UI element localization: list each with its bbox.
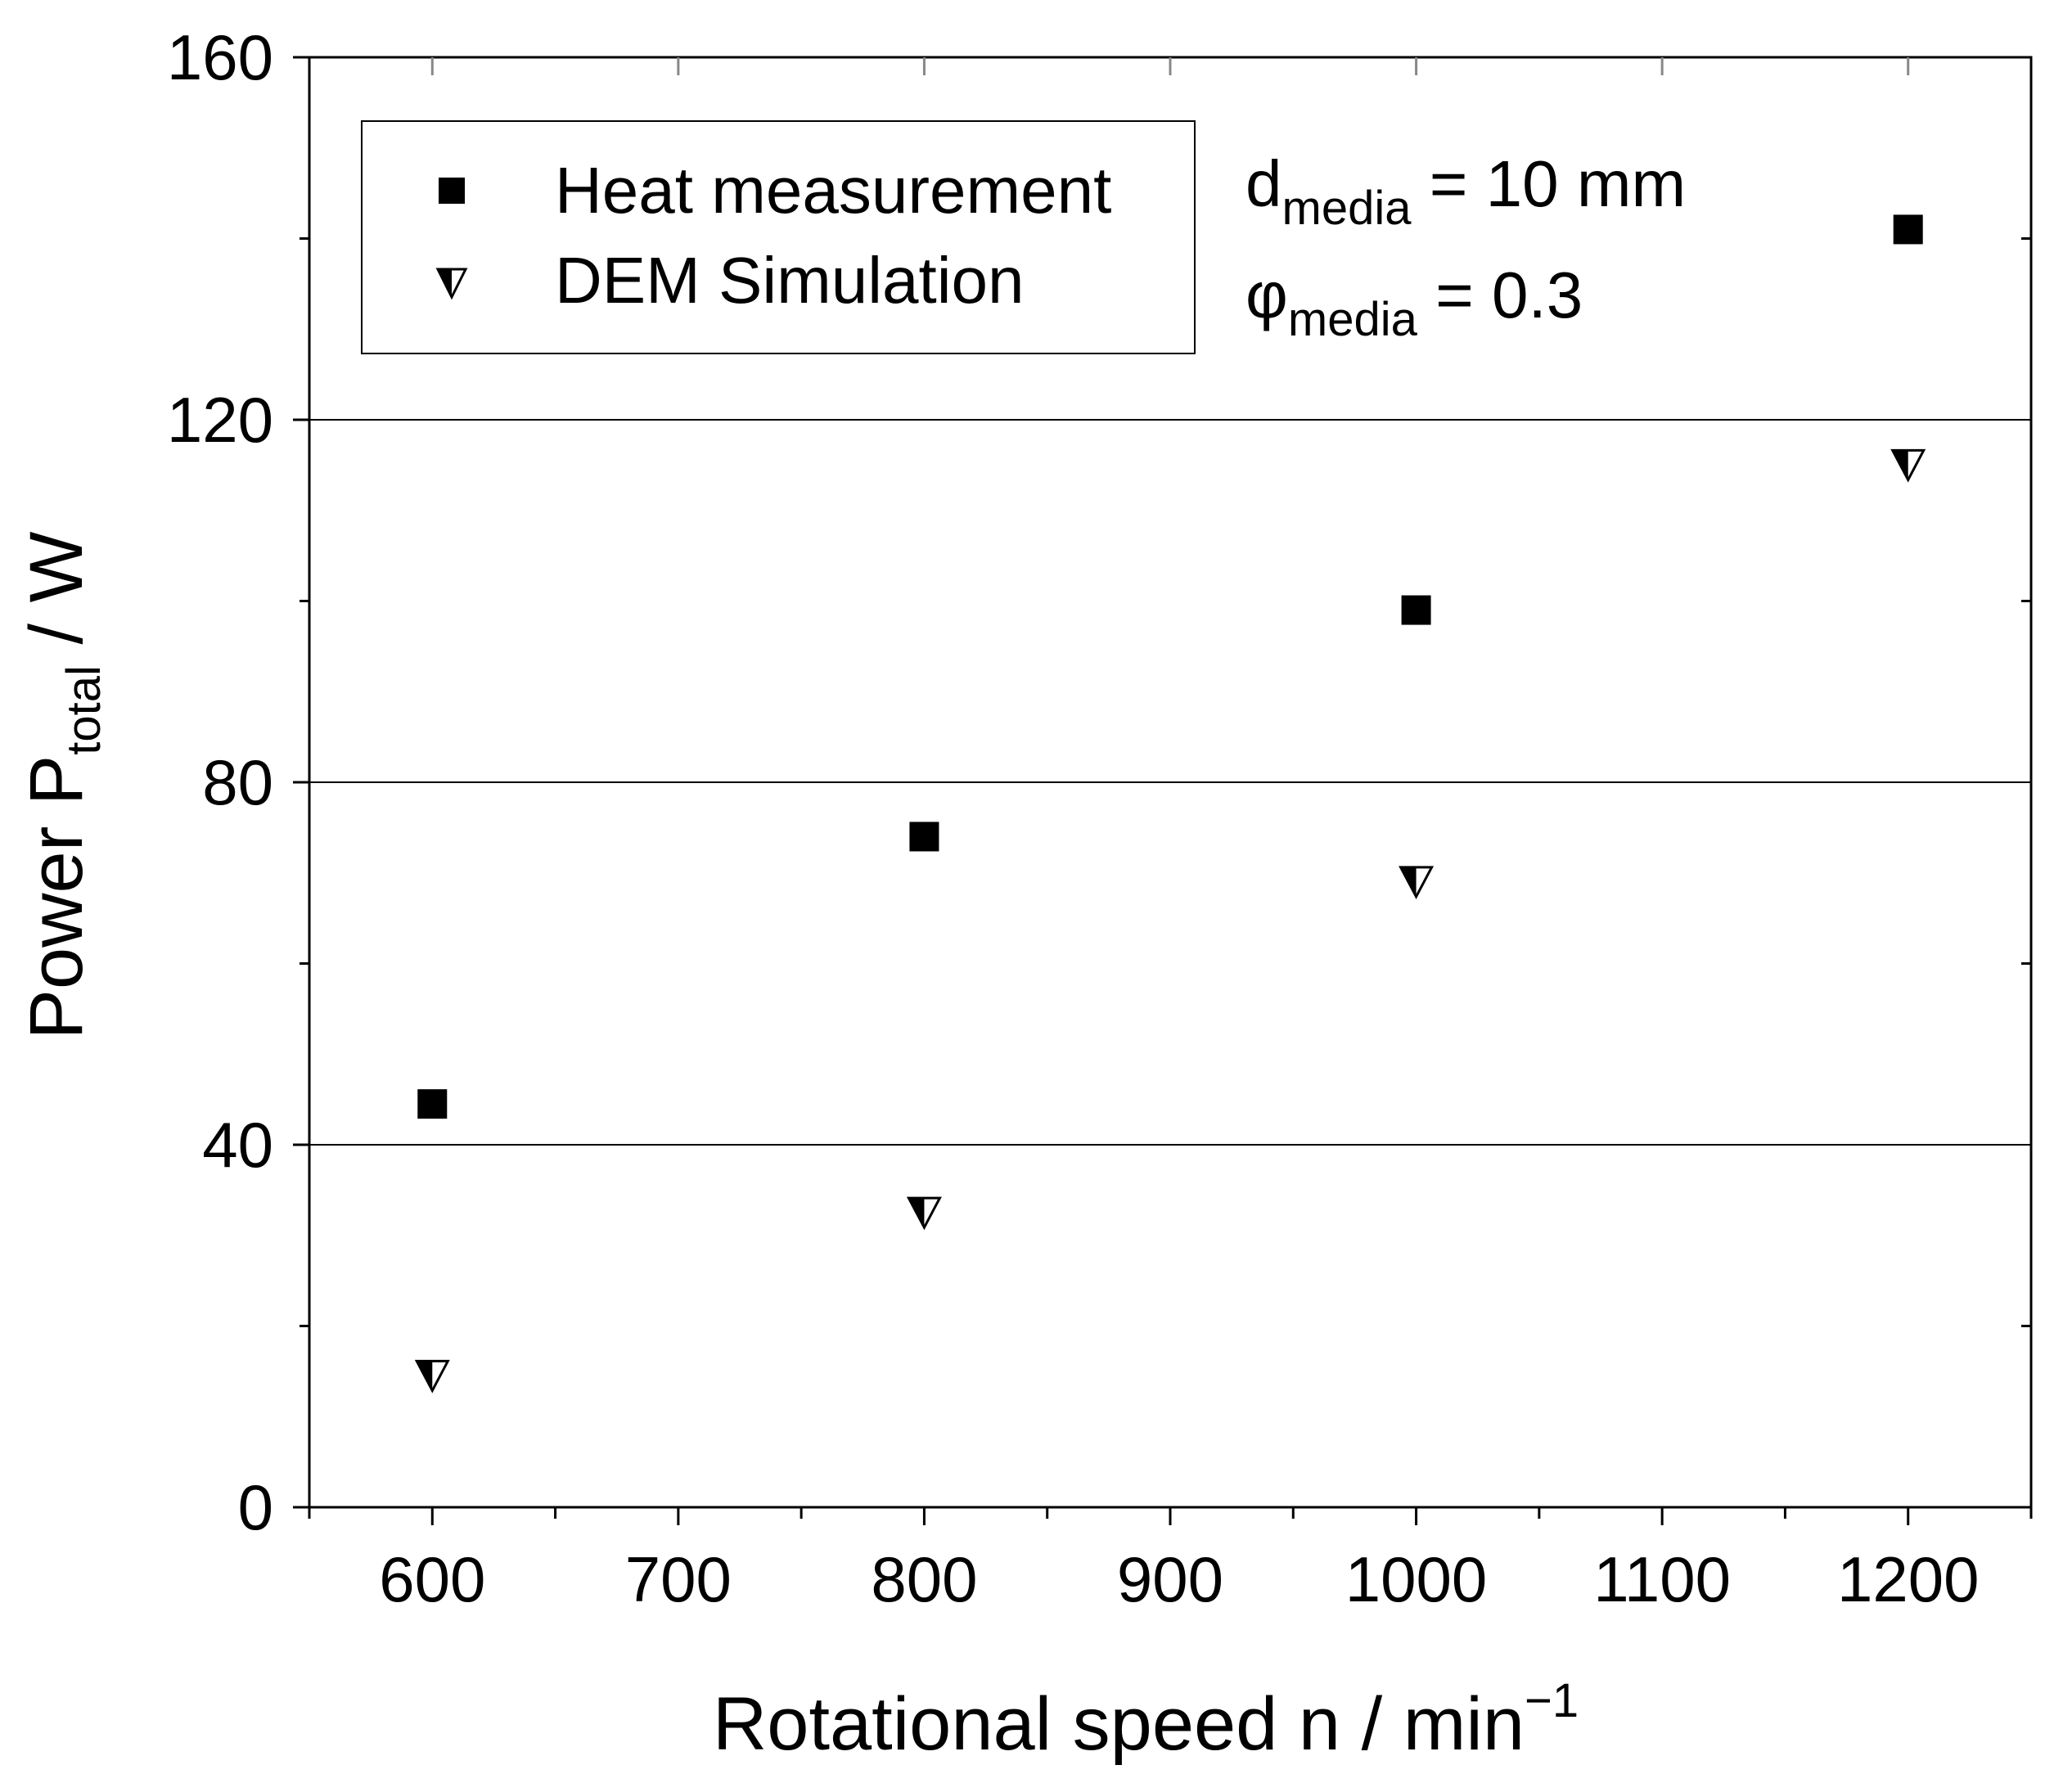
legend-square-marker bbox=[439, 178, 465, 204]
legend-label-heat-measurement: Heat measurement bbox=[555, 154, 1111, 227]
point-dem-simulation-800 bbox=[906, 1196, 942, 1231]
x-tick-label-1200: 1200 bbox=[1837, 1543, 1980, 1615]
x-tick-label-1000: 1000 bbox=[1345, 1543, 1488, 1615]
x-tick-label-700: 700 bbox=[625, 1543, 732, 1615]
legend-box bbox=[361, 120, 1196, 354]
point-heat-measurement-1000 bbox=[1401, 595, 1431, 625]
x-tick-labels: 600 700 800 900 1000 1100 1200 bbox=[379, 1543, 1979, 1615]
y-tick-label-0: 0 bbox=[238, 1471, 273, 1543]
legend: Heat measurement DEM Simulation bbox=[361, 120, 1196, 354]
point-dem-simulation-fill-1200 bbox=[1892, 450, 1908, 480]
point-heat-measurement-600 bbox=[417, 1089, 448, 1119]
y-tick-label-120: 120 bbox=[167, 384, 273, 456]
point-dem-simulation-600 bbox=[414, 1359, 450, 1394]
y-axis-title: Power Ptotal / W bbox=[15, 531, 110, 1039]
x-tick-label-900: 900 bbox=[1117, 1543, 1223, 1615]
point-dem-simulation-fill-600 bbox=[417, 1361, 433, 1391]
y-tick-label-80: 80 bbox=[202, 746, 273, 818]
x-tick-label-800: 800 bbox=[871, 1543, 977, 1615]
legend-label-dem-simulation: DEM Simulation bbox=[555, 244, 1025, 317]
point-dem-simulation-1200 bbox=[1890, 448, 1926, 483]
y-tick-label-40: 40 bbox=[202, 1109, 273, 1181]
annotation-media-filling-ratio: φmedia = 0.3 bbox=[1245, 259, 1583, 346]
x-tick-label-600: 600 bbox=[379, 1543, 485, 1615]
y-tick-labels: 0 40 80 120 160 bbox=[167, 21, 273, 1543]
axis-ticks bbox=[293, 56, 2033, 1525]
y-tick-label-160: 160 bbox=[167, 21, 273, 93]
data-points bbox=[414, 214, 1926, 1394]
x-tick-label-1100: 1100 bbox=[1593, 1543, 1731, 1615]
legend-triangle-marker bbox=[435, 268, 468, 300]
x-axis-title: Rotational speed n / min−1 bbox=[713, 1674, 1579, 1766]
point-heat-measurement-1200 bbox=[1893, 214, 1923, 245]
point-dem-simulation-fill-1000 bbox=[1400, 867, 1417, 897]
point-dem-simulation-fill-800 bbox=[908, 1198, 925, 1228]
annotation-media-diameter: dmedia = 10 mm bbox=[1245, 147, 1686, 235]
point-heat-measurement-800 bbox=[909, 822, 939, 852]
gridlines bbox=[309, 419, 2031, 1146]
point-dem-simulation-1000 bbox=[1399, 866, 1435, 900]
